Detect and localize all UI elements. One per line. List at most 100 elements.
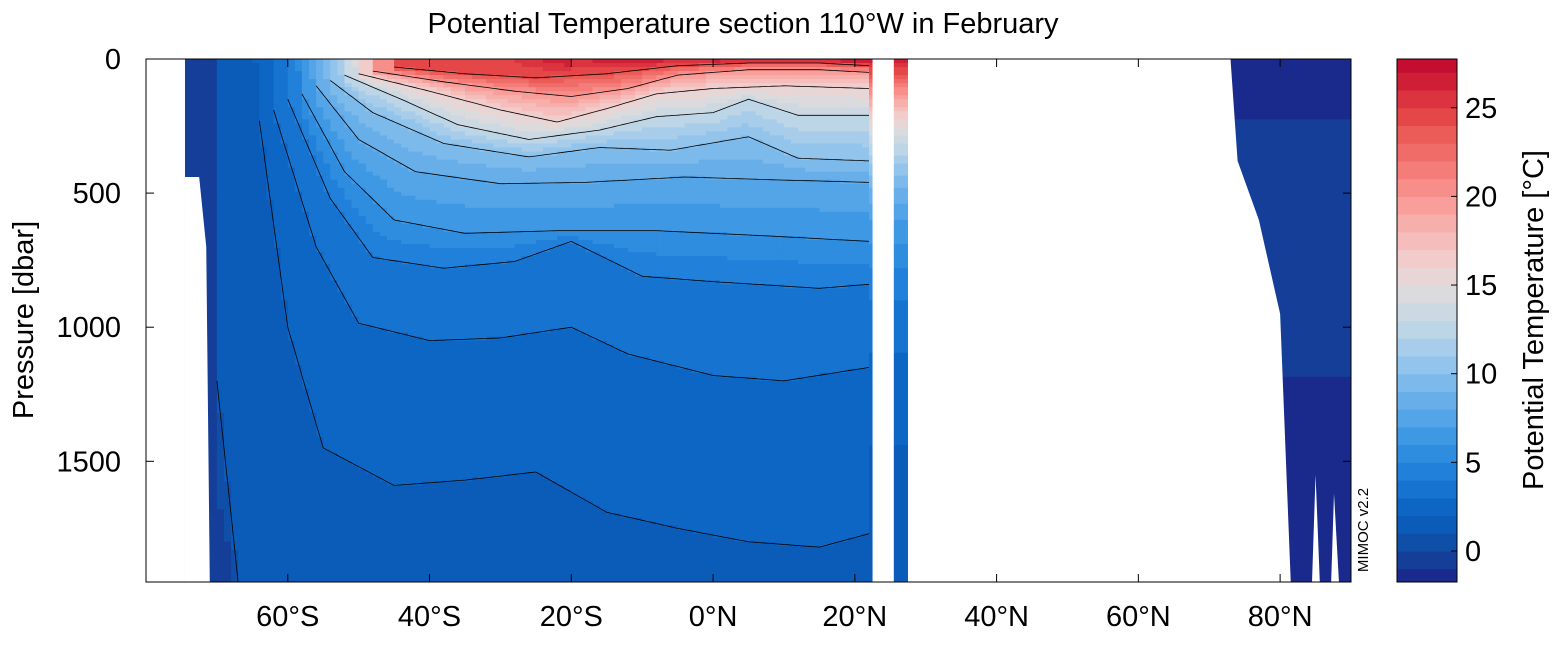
y-axis-label: Pressure [dbar] [8, 221, 40, 419]
field-cell [280, 332, 289, 338]
field-cell [387, 191, 395, 197]
field-cell [401, 445, 409, 450]
field-cell [344, 167, 353, 173]
field-cell [238, 308, 246, 314]
field-cell [387, 211, 395, 217]
field-cell [202, 119, 211, 124]
field-cell [223, 316, 232, 322]
field-cell [394, 316, 402, 322]
field-cell [337, 509, 346, 515]
field-cell [316, 384, 324, 390]
field-cell [372, 236, 381, 241]
field-cell [216, 123, 225, 128]
field-cell [238, 465, 246, 470]
field-cell [408, 215, 416, 221]
field-cell [280, 461, 289, 466]
field-cell [245, 300, 253, 305]
field-cell [223, 107, 232, 112]
field-cell [223, 453, 232, 458]
field-cell [231, 400, 239, 406]
field-cell [202, 203, 211, 209]
field-cell [351, 227, 360, 233]
field-cell [209, 159, 218, 165]
field-cell [195, 139, 204, 145]
field-cell [316, 445, 324, 450]
field-cell [259, 328, 268, 334]
field-cell [202, 240, 211, 245]
field-cell [408, 529, 416, 535]
field-cell [252, 549, 261, 555]
field-cell [209, 151, 218, 157]
field-cell [330, 513, 338, 519]
field-cell [358, 59, 367, 64]
field-cell [245, 509, 253, 515]
field-cell [316, 477, 324, 483]
field-cell [323, 421, 331, 426]
field-cell [301, 63, 310, 68]
field-cell [408, 573, 416, 579]
field-cell [323, 328, 331, 334]
field-cell [231, 111, 239, 116]
field-cell [223, 425, 232, 430]
field-cell [216, 227, 225, 233]
field-cell [231, 119, 239, 124]
field-cell [330, 521, 338, 527]
field-cell [309, 320, 317, 326]
field-cell [330, 328, 338, 334]
field-cell [387, 392, 395, 398]
field-cell [231, 95, 239, 100]
field-cell [379, 421, 388, 426]
field-cell [358, 485, 367, 491]
field-cell [316, 396, 324, 402]
field-cell [394, 441, 402, 446]
field-cell [337, 400, 346, 406]
field-cell [294, 268, 303, 273]
field-cell [344, 372, 353, 378]
field-cell [252, 465, 261, 470]
field-cell [309, 211, 317, 217]
field-cell [394, 207, 402, 213]
field-cell [337, 215, 346, 221]
field-cell [323, 509, 331, 515]
field-cell [379, 191, 388, 197]
field-cell [309, 272, 317, 277]
field-cell [330, 549, 338, 555]
field-cell [273, 231, 282, 237]
field-cell [259, 63, 268, 68]
field-cell [280, 131, 289, 137]
field-cell [415, 272, 424, 277]
field-cell [309, 565, 317, 571]
field-cell [223, 533, 232, 539]
field-cell [280, 292, 289, 297]
field-cell [252, 187, 261, 193]
field-cell [323, 521, 331, 527]
field-cell [415, 187, 424, 193]
field-cell [280, 155, 289, 161]
field-cell [223, 336, 232, 342]
field-cell [238, 83, 246, 88]
field-cell [223, 87, 232, 92]
field-cell [294, 404, 303, 410]
field-cell [337, 352, 346, 358]
field-cell [358, 215, 367, 221]
field-cell [216, 236, 225, 241]
field-cell [323, 191, 331, 197]
field-cell [337, 573, 346, 579]
field-cell [337, 123, 346, 128]
field-cell [344, 115, 353, 120]
field-cell [365, 260, 374, 265]
field-cell [301, 280, 310, 285]
field-cell [231, 199, 239, 205]
field-cell [372, 360, 381, 366]
field-cell [358, 392, 367, 398]
field-cell [344, 155, 353, 161]
field-cell [266, 256, 275, 261]
field-cell [223, 461, 232, 466]
field-cell [337, 404, 346, 410]
field-cell [252, 71, 261, 76]
field-cell [252, 384, 261, 390]
field-cell [245, 155, 253, 161]
field-cell [358, 388, 367, 394]
field-cell [245, 437, 253, 442]
field-cell [316, 449, 324, 454]
